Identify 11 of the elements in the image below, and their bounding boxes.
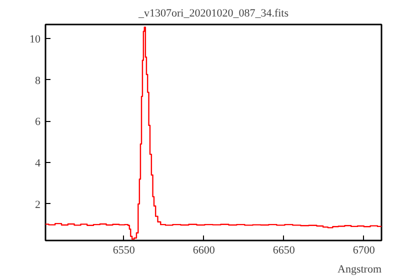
y-tick-label: 8 [35,74,41,87]
x-tick-label: 6550 [112,244,136,256]
x-tick-label: 6700 [352,244,376,256]
x-axis-title: Angstrom [338,264,382,276]
y-tick-label: 10 [30,34,41,46]
x-tick-label: 6600 [192,244,216,256]
y-tick-label: 4 [35,158,41,170]
y-tick-label: 6 [35,116,41,128]
chart-title: _v1307ori_20201020_087_34.fits [137,8,289,20]
x-tick-label: 6650 [272,244,296,256]
y-tick-label: 2 [35,198,40,211]
